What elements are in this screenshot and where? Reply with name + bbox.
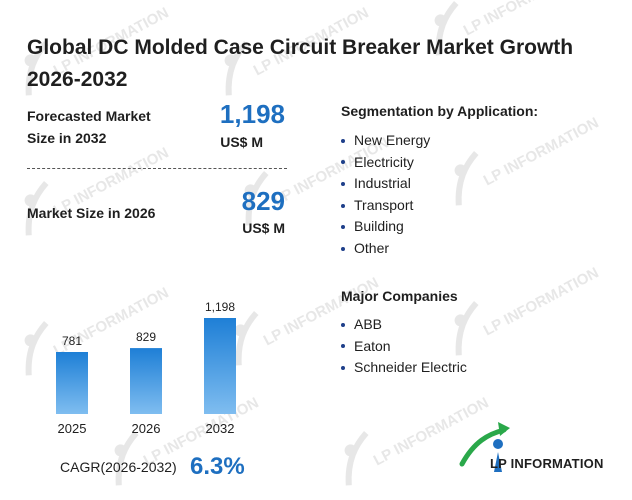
page-title: Global DC Molded Case Circuit Breaker Ma… bbox=[27, 36, 574, 91]
segmentation-title: Segmentation by Application: bbox=[341, 103, 539, 119]
divider bbox=[27, 168, 287, 169]
x-tick-label: 2025 bbox=[58, 421, 87, 436]
segmentation-item: Other bbox=[341, 238, 430, 260]
segmentation-list: New Energy Electricity Industrial Transport… bbox=[341, 130, 430, 260]
companies-item-label: Schneider Electric bbox=[354, 359, 467, 376]
segmentation-item-label: Industrial bbox=[354, 175, 411, 192]
companies-item: Eaton bbox=[341, 336, 467, 358]
x-tick-label: 2026 bbox=[132, 421, 161, 436]
forecast-value: 1,198 bbox=[219, 99, 285, 129]
bullet-icon bbox=[341, 181, 345, 186]
current-label: Market Size in 2026 bbox=[27, 205, 156, 221]
companies-title: Major Companies bbox=[341, 288, 458, 304]
bullet-icon bbox=[341, 365, 345, 370]
segmentation-item: New Energy bbox=[341, 130, 430, 152]
bar-2032 bbox=[204, 318, 236, 414]
bar-value-label: 781 bbox=[62, 334, 82, 348]
segmentation-item-label: Electricity bbox=[354, 153, 414, 170]
companies-item: Schneider Electric bbox=[341, 357, 467, 379]
forecast-label-line2: Size in 2032 bbox=[27, 130, 107, 146]
bar-value-label: 829 bbox=[136, 330, 156, 344]
bullet-icon bbox=[341, 225, 345, 230]
bar-2025 bbox=[56, 352, 88, 414]
cagr-value: 6.3% bbox=[190, 453, 245, 480]
x-tick-label: 2032 bbox=[206, 421, 235, 436]
bullet-icon bbox=[341, 160, 345, 165]
bullet-icon bbox=[341, 322, 345, 327]
segmentation-item: Industrial bbox=[341, 173, 430, 195]
bullet-icon bbox=[341, 203, 345, 208]
segmentation-item-label: New Energy bbox=[354, 132, 431, 148]
companies-list: ABB Eaton Schneider Electric bbox=[341, 314, 467, 379]
cagr-label: CAGR(2026-2032) bbox=[60, 459, 177, 475]
bullet-icon bbox=[341, 138, 345, 143]
bullet-icon bbox=[341, 344, 345, 349]
segmentation-item-label: Transport bbox=[354, 196, 414, 213]
forecast-unit: US$ M bbox=[220, 134, 263, 150]
forecast-label-line1: Forecasted Market bbox=[27, 108, 151, 124]
logo-text: LP INFORMATION bbox=[490, 456, 604, 471]
segmentation-item-label: Other bbox=[354, 239, 390, 256]
segmentation-item: Electricity bbox=[341, 152, 430, 174]
segmentation-item-label: Building bbox=[354, 218, 404, 235]
current-value: 829 bbox=[241, 186, 285, 216]
companies-item-label: Eaton bbox=[354, 337, 391, 354]
segmentation-item: Building bbox=[341, 216, 430, 238]
lp-information-logo-icon bbox=[459, 422, 510, 472]
companies-item-label: ABB bbox=[354, 316, 383, 332]
current-unit: US$ M bbox=[242, 220, 285, 236]
segmentation-item: Transport bbox=[341, 195, 430, 217]
bullet-icon bbox=[341, 246, 345, 251]
bar-value-label: 1,198 bbox=[205, 300, 235, 314]
companies-item: ABB bbox=[341, 314, 467, 336]
bar-2026 bbox=[130, 348, 162, 414]
